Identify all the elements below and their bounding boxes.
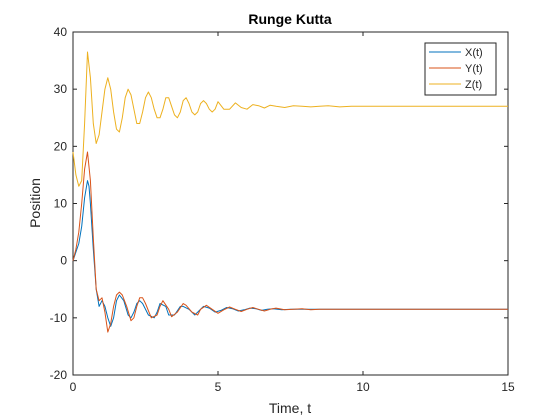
- x-tick-label: 15: [501, 380, 515, 394]
- y-tick-label: -10: [50, 311, 68, 325]
- series-line-xt: [72, 180, 508, 327]
- x-tick-label: 10: [356, 380, 370, 394]
- x-axis-label: Time, t: [269, 400, 311, 416]
- y-tick-label: -20: [50, 368, 68, 382]
- x-tick-label: 0: [70, 380, 77, 394]
- legend-box: [424, 42, 497, 96]
- y-tick-label: 30: [54, 82, 68, 96]
- y-tick-label: 0: [60, 254, 67, 268]
- y-axis-label: Position: [27, 178, 43, 228]
- legend-label: Z(t): [465, 79, 482, 91]
- legend-label: Y(t): [465, 63, 483, 75]
- plot-area: 0 5 10 15 -20 -10 0 10 20 30 40 X(t) Y(t) Z(t): [50, 25, 515, 394]
- legend-label: X(t): [465, 47, 483, 59]
- series-line-yt: [72, 151, 508, 333]
- y-tick-label: 40: [54, 25, 68, 39]
- y-tick-label: 20: [54, 139, 68, 153]
- series-line-zt: [72, 51, 508, 187]
- chart-title: Runge Kutta: [248, 11, 331, 27]
- x-tick-label: 5: [215, 380, 222, 394]
- y-tick-label: 10: [54, 197, 68, 211]
